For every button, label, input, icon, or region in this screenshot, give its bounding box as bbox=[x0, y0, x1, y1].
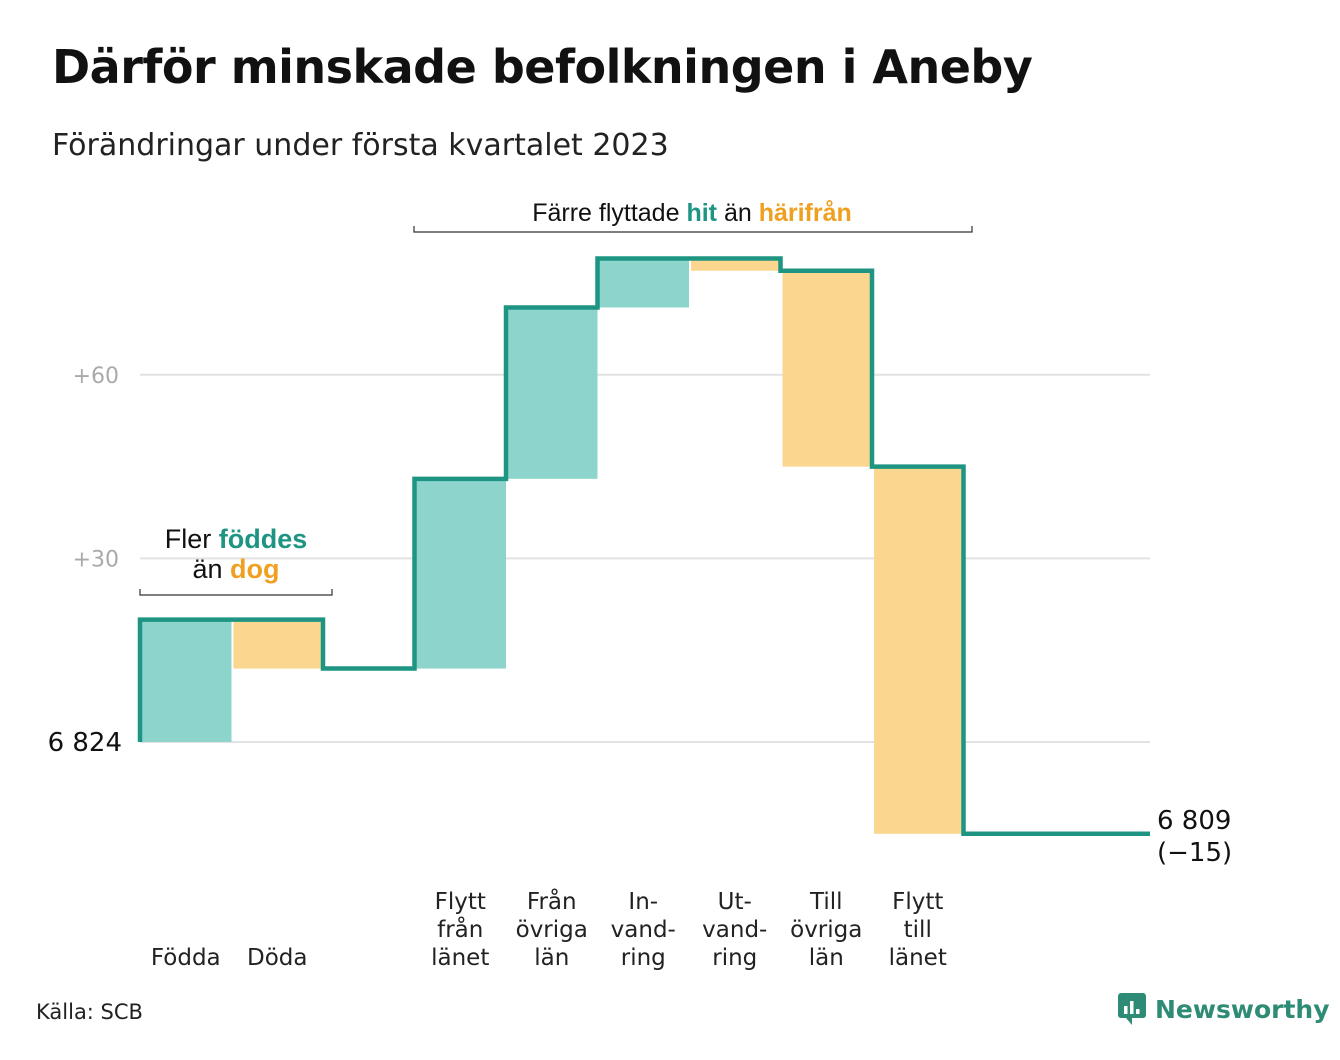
waterfall-bar bbox=[782, 270, 872, 467]
births-annotation: Fler föddes än dog bbox=[139, 524, 333, 596]
source-note: Källa: SCB bbox=[36, 1000, 143, 1024]
category-label: länet bbox=[431, 945, 489, 971]
moves-annotation-hit: hit bbox=[686, 199, 717, 227]
waterfall-bar bbox=[508, 307, 598, 479]
newsworthy-logo[interactable]: Newsworthy bbox=[1117, 992, 1330, 1026]
category-label: ring bbox=[712, 945, 757, 971]
category-label: Flytt bbox=[892, 889, 943, 915]
chart-subtitle: Förändringar under första kvartalet 2023 bbox=[52, 128, 669, 163]
births-annotation-highlight2: dog bbox=[230, 554, 279, 584]
category-label: länet bbox=[889, 945, 947, 971]
category-label: Döda bbox=[247, 945, 307, 971]
svg-text:Färre flyttade hit: Färre flyttade hit än härifrån bbox=[532, 199, 852, 227]
moves-bracket bbox=[413, 226, 973, 233]
births-annotation-highlight: föddes bbox=[219, 524, 308, 554]
chart-title: Därför minskade befolkningen i Aneby bbox=[52, 40, 1033, 94]
svg-text:Fler föddes: Fler föddes bbox=[165, 524, 308, 554]
waterfall-bar bbox=[142, 619, 232, 742]
category-label: från bbox=[437, 915, 483, 943]
waterfall-bar bbox=[874, 466, 964, 834]
category-label: Flytt bbox=[435, 889, 486, 915]
y-tick-label: +30 bbox=[73, 547, 119, 572]
category-label: Födda bbox=[151, 945, 221, 971]
category-label: övriga bbox=[516, 917, 588, 943]
waterfall-bar bbox=[599, 258, 689, 308]
end-value-label: 6 809 bbox=[1157, 806, 1231, 836]
category-label: övriga bbox=[790, 917, 862, 943]
bar-layer bbox=[142, 258, 964, 834]
y-label-start: 6 824 bbox=[48, 728, 122, 758]
births-annotation-prefix2: än bbox=[192, 554, 222, 584]
waterfall-bar bbox=[691, 258, 781, 271]
category-label: ring bbox=[621, 945, 666, 971]
moves-annotation: Färre flyttade hit än härifrån bbox=[413, 199, 973, 233]
cumulative-step-line bbox=[137, 256, 1150, 837]
category-label: Från bbox=[527, 887, 577, 915]
moves-annotation-prefix: Färre flyttade bbox=[532, 199, 679, 227]
births-annotation-prefix: Fler bbox=[165, 524, 212, 554]
category-label: län bbox=[534, 945, 569, 971]
category-label: län bbox=[809, 945, 844, 971]
category-label: Ut- bbox=[718, 889, 752, 915]
end-change-label: (−15) bbox=[1157, 838, 1232, 868]
line-layer bbox=[137, 256, 1150, 837]
category-label: vand- bbox=[702, 917, 767, 943]
newsworthy-logo-icon bbox=[1118, 993, 1146, 1025]
category-label: till bbox=[904, 917, 932, 943]
waterfall-bar bbox=[416, 478, 506, 669]
category-label: Till bbox=[809, 889, 843, 915]
category-label: vand- bbox=[611, 917, 676, 943]
svg-text:än dog: än dog bbox=[192, 554, 279, 584]
category-label: In- bbox=[628, 889, 658, 915]
moves-annotation-middle: än bbox=[724, 199, 752, 227]
moves-annotation-harifran: härifrån bbox=[759, 199, 852, 227]
grid-layer bbox=[140, 373, 1150, 743]
y-tick-label: +60 bbox=[73, 364, 119, 389]
births-bracket bbox=[139, 589, 333, 596]
newsworthy-logo-text: Newsworthy bbox=[1155, 994, 1330, 1024]
waterfall-bar bbox=[233, 619, 323, 669]
